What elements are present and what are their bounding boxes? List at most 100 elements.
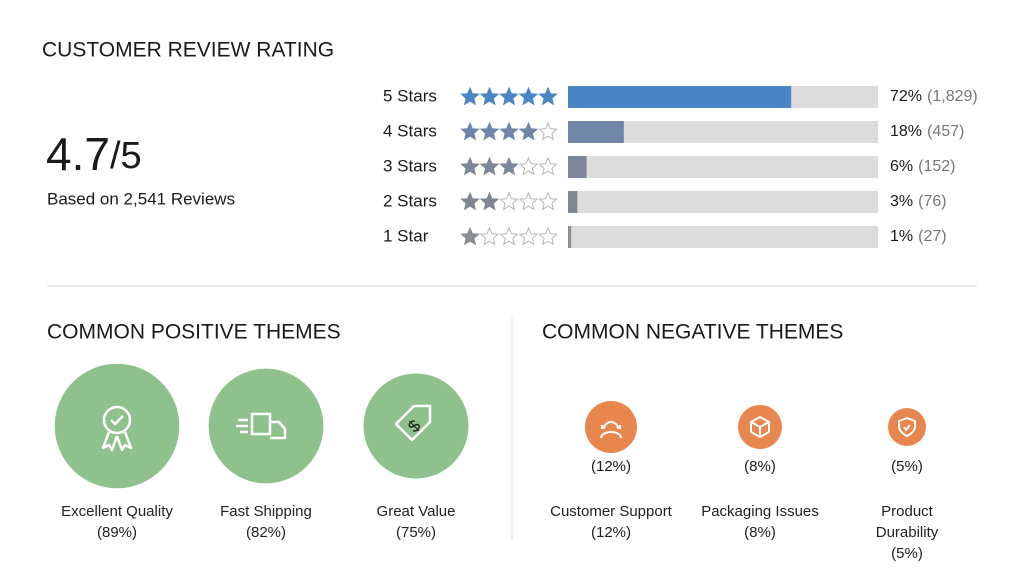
percent-label: 6% <box>890 158 913 175</box>
bar-track <box>568 156 878 178</box>
icon <box>600 421 622 439</box>
score-scale: /5 <box>110 135 142 177</box>
bar-track <box>568 226 878 248</box>
star <box>460 121 480 141</box>
label-text: (89%) <box>96 524 137 541</box>
count-label: (27) <box>918 228 946 245</box>
label-text: Great Value <box>376 503 456 520</box>
row-label: 3 Stars <box>383 156 437 175</box>
percent-label: 3% <box>890 193 913 210</box>
star <box>499 121 519 141</box>
star-group <box>460 191 558 211</box>
star <box>499 156 519 176</box>
label-text: Fast Shipping <box>220 503 312 520</box>
theme-circle <box>54 363 180 489</box>
bar <box>568 191 578 213</box>
bar-value: 72% (1,829) <box>890 88 978 105</box>
bar-value: 18% (457) <box>890 123 964 140</box>
star <box>518 121 539 141</box>
bar-track <box>568 121 878 143</box>
theme-label: Packaging Issues (8%) <box>701 501 819 543</box>
bar-value: 1% (27) <box>890 228 947 245</box>
theme-percent: (8%) <box>744 458 776 475</box>
star <box>518 226 539 246</box>
theme-badge: $ <box>363 373 469 479</box>
percent-label: 72% <box>890 88 922 105</box>
star <box>538 191 558 211</box>
theme-label: Great Value (75%) <box>377 501 456 543</box>
star <box>538 121 558 141</box>
label-text: Product Durability <box>875 503 939 541</box>
star-group <box>460 121 558 141</box>
icon <box>898 417 916 437</box>
score-value: 4.7 <box>46 128 110 180</box>
row-label: 2 Stars <box>383 191 437 210</box>
count-label: (76) <box>918 193 946 210</box>
star <box>460 156 480 176</box>
bar <box>568 86 792 108</box>
label-text: Customer Support <box>550 503 672 520</box>
bar-value: 6% (152) <box>890 158 955 175</box>
count-label: (1,829) <box>927 88 978 105</box>
bar <box>568 121 624 143</box>
star-group <box>460 156 558 176</box>
star <box>499 226 519 246</box>
label-text: (75%) <box>395 524 436 541</box>
star <box>460 226 480 246</box>
count-label: (457) <box>927 123 964 140</box>
star <box>518 86 539 106</box>
theme-label: Customer Support (12%) <box>550 501 672 543</box>
star <box>460 86 480 106</box>
score: 4.7/5 <box>46 128 142 180</box>
label-text: Packaging Issues <box>701 503 819 520</box>
theme-circle <box>888 408 926 446</box>
star <box>479 121 500 141</box>
star-group <box>460 226 558 246</box>
bar <box>568 226 572 248</box>
bar <box>568 156 587 178</box>
theme-badge <box>738 405 782 449</box>
icon <box>236 412 287 440</box>
icon <box>101 415 133 452</box>
icon <box>750 416 770 438</box>
row-label: 5 Stars <box>383 86 437 105</box>
star <box>499 191 519 211</box>
row-label: 4 Stars <box>383 121 437 140</box>
percent-label: 18% <box>890 123 922 140</box>
review-basis: Based on 2,541 Reviews <box>47 189 235 208</box>
label-text: (12%) <box>590 524 632 541</box>
star <box>479 191 500 211</box>
theme-circle <box>363 373 469 479</box>
theme-badge <box>585 401 637 453</box>
theme-percent: (5%) <box>891 458 923 475</box>
percent-label: 1% <box>890 228 913 245</box>
theme-circle <box>585 401 637 453</box>
icon <box>102 405 132 435</box>
theme-percent: (12%) <box>591 458 631 475</box>
star <box>518 156 539 176</box>
section-title: CUSTOMER REVIEW RATING <box>42 39 334 62</box>
star <box>479 226 500 246</box>
star <box>538 86 558 106</box>
star-group <box>460 86 558 106</box>
section-title: COMMON NEGATIVE THEMES <box>542 321 843 344</box>
star <box>479 86 500 106</box>
theme-badge <box>208 368 324 484</box>
star <box>460 191 480 211</box>
star <box>518 191 539 211</box>
star <box>538 156 558 176</box>
bar-value: 3% (76) <box>890 193 947 210</box>
label-text: (82%) <box>245 524 287 541</box>
theme-badge <box>888 408 926 446</box>
theme-label: Product Durability (5%) <box>852 501 962 564</box>
theme-circle <box>208 368 324 484</box>
icon <box>394 404 432 442</box>
star <box>479 156 500 176</box>
label-text: Excellent Quality <box>61 503 173 520</box>
theme-label: Fast Shipping (82%) <box>220 501 312 543</box>
count-label: (152) <box>918 158 955 175</box>
section-title: COMMON POSITIVE THEMES <box>47 321 341 344</box>
theme-badge <box>54 363 180 489</box>
